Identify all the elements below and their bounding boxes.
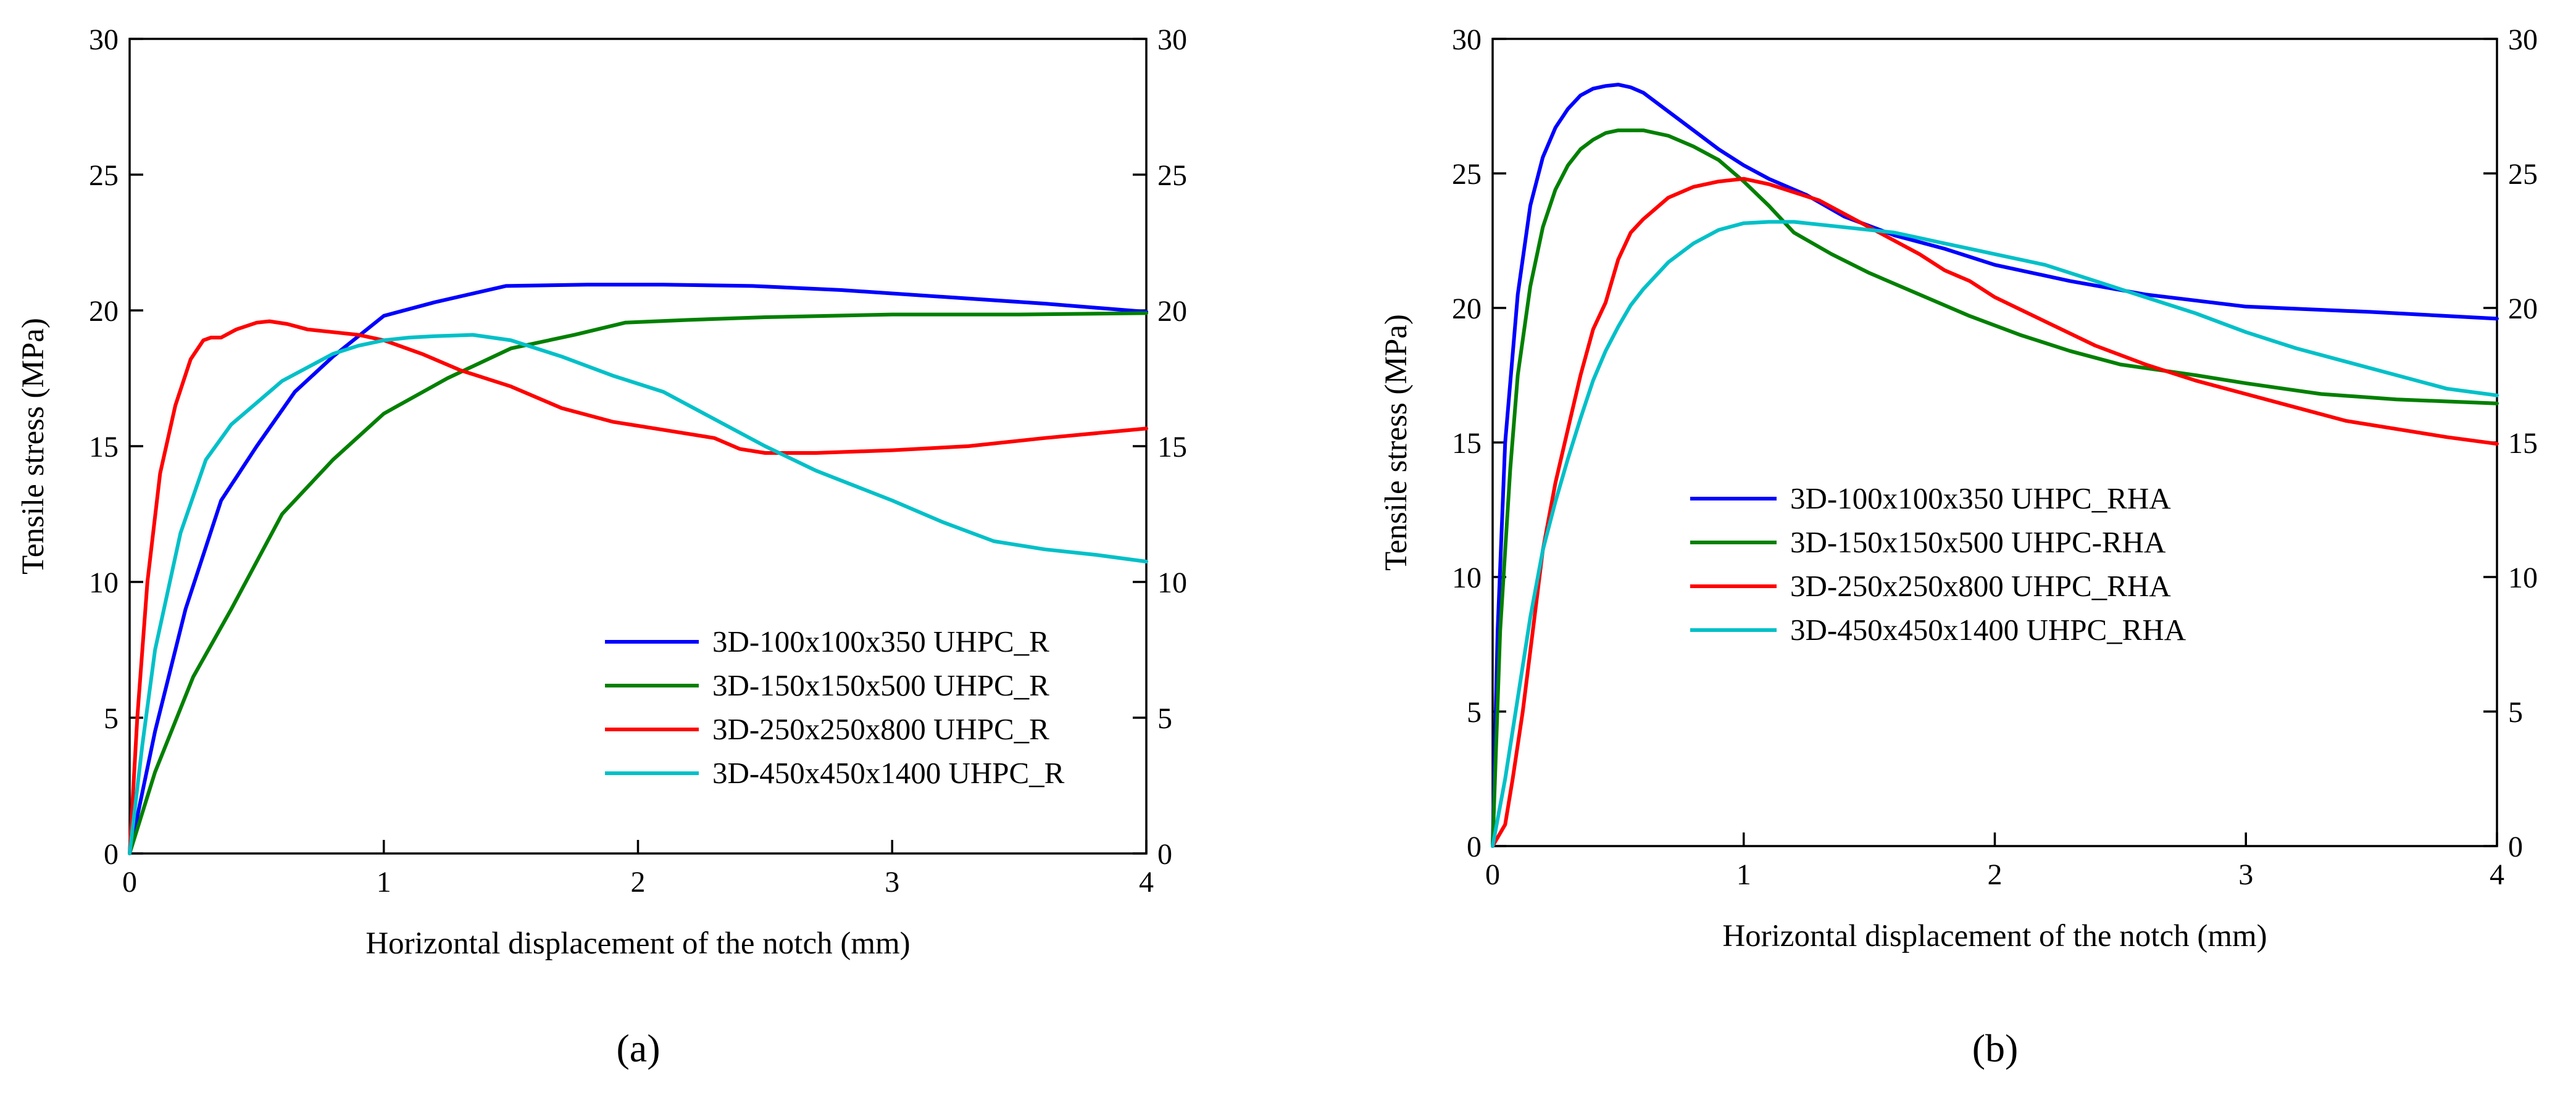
right-y-tick-label: 15 bbox=[2508, 427, 2538, 460]
x-tick-label: 4 bbox=[1139, 866, 1154, 899]
panel-label: (b) bbox=[1972, 1026, 2019, 1070]
y-axis-label: Tensile stress (MPa) bbox=[1379, 314, 1414, 571]
x-tick-label: 3 bbox=[2238, 858, 2253, 891]
x-tick-label: 0 bbox=[1485, 858, 1500, 891]
panel-label: (a) bbox=[616, 1026, 660, 1070]
series-line-4 bbox=[1491, 220, 2499, 848]
right-y-tick-label: 5 bbox=[1157, 702, 1172, 735]
y-tick-label: 0 bbox=[1467, 831, 1482, 863]
legend-label-1: 3D-100x100x350 UHPC_R bbox=[712, 625, 1049, 658]
right-y-tick-label: 15 bbox=[1157, 431, 1187, 463]
x-axis-label: Horizontal displacement of the notch (mm… bbox=[365, 926, 910, 961]
x-tick-label: 0 bbox=[122, 866, 137, 899]
x-tick-label: 2 bbox=[1988, 858, 2003, 891]
series-line-2 bbox=[128, 311, 1148, 855]
y-tick-label: 25 bbox=[1452, 158, 1482, 191]
legend-label-4: 3D-450x450x1400 UHPC_RHA bbox=[1790, 613, 2186, 647]
x-tick-label: 1 bbox=[1736, 858, 1751, 891]
right-y-tick-label: 10 bbox=[2508, 562, 2538, 594]
y-tick-label: 15 bbox=[89, 431, 119, 463]
right-y-tick-label: 0 bbox=[1157, 838, 1172, 871]
legend-label-1: 3D-100x100x350 UHPC_RHA bbox=[1790, 481, 2171, 515]
y-tick-label: 5 bbox=[1467, 696, 1482, 729]
right-y-tick-label: 20 bbox=[2508, 293, 2538, 325]
legend-label-2: 3D-150x150x500 UHPC-RHA bbox=[1790, 525, 2166, 559]
right-y-tick-label: 25 bbox=[2508, 158, 2538, 191]
right-y-tick-label: 25 bbox=[1157, 159, 1187, 192]
right-y-tick-label: 10 bbox=[1157, 567, 1187, 599]
y-tick-label: 10 bbox=[1452, 562, 1482, 594]
right-y-tick-label: 30 bbox=[2508, 23, 2538, 56]
x-tick-label: 1 bbox=[377, 866, 391, 899]
x-axis-label: Horizontal displacement of the notch (mm… bbox=[1722, 919, 2267, 953]
series-line-3 bbox=[128, 319, 1148, 855]
legend-label-3: 3D-250x250x800 UHPC_R bbox=[712, 712, 1049, 746]
chart-panel-b: 0 1 2 3 4051015202530051015202530Horizontal … bbox=[1379, 23, 2538, 1070]
series-line-1 bbox=[1491, 83, 2499, 848]
y-tick-label: 20 bbox=[1452, 293, 1482, 325]
series-line-4 bbox=[128, 333, 1148, 855]
chart-panel-a: 0 1 2 3 4051015202530051015202530Horizontal … bbox=[16, 23, 1187, 1070]
series-line-1 bbox=[128, 283, 1148, 855]
y-tick-label: 25 bbox=[89, 159, 119, 192]
x-tick-label: 2 bbox=[631, 866, 646, 899]
legend-label-2: 3D-150x150x500 UHPC_R bbox=[712, 668, 1049, 702]
series-line-3 bbox=[1491, 176, 2499, 848]
right-y-tick-label: 30 bbox=[1157, 23, 1187, 56]
y-tick-label: 20 bbox=[89, 295, 119, 328]
y-tick-label: 30 bbox=[1452, 23, 1482, 56]
y-tick-label: 30 bbox=[89, 23, 119, 56]
right-y-tick-label: 5 bbox=[2508, 696, 2523, 729]
y-tick-label: 15 bbox=[1452, 427, 1482, 460]
x-tick-label: 3 bbox=[885, 866, 899, 899]
y-tick-label: 5 bbox=[104, 702, 119, 735]
legend-label-4: 3D-450x450x1400 UHPC_R bbox=[712, 756, 1065, 790]
y-tick-label: 0 bbox=[104, 838, 119, 871]
right-y-tick-label: 0 bbox=[2508, 831, 2523, 863]
right-y-tick-label: 20 bbox=[1157, 295, 1187, 328]
plot-frame bbox=[1491, 38, 2498, 847]
x-tick-label: 4 bbox=[2490, 858, 2504, 891]
y-axis-label: Tensile stress (MPa) bbox=[16, 318, 51, 575]
y-tick-label: 10 bbox=[89, 567, 119, 599]
series-line-2 bbox=[1491, 128, 2499, 848]
legend-label-3: 3D-250x250x800 UHPC_RHA bbox=[1790, 569, 2171, 603]
